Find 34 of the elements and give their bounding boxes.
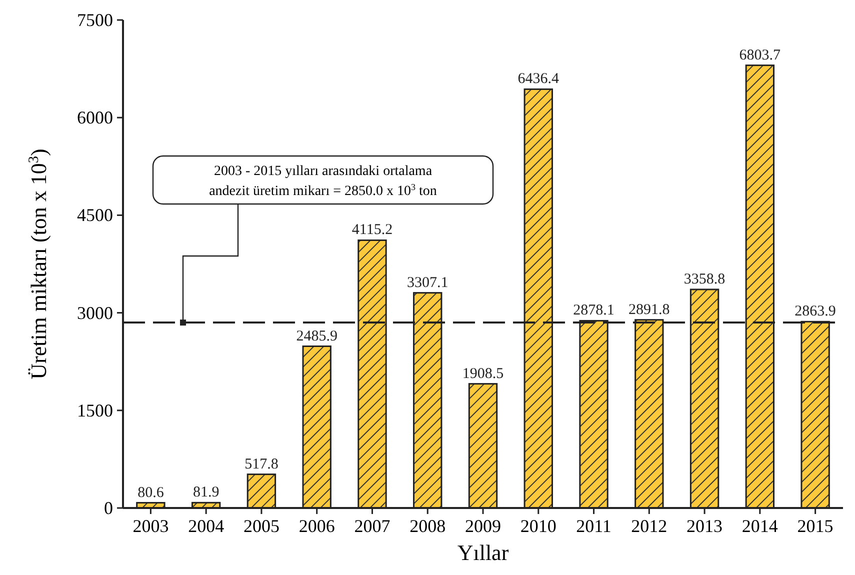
- data-label: 1908.5: [462, 366, 504, 382]
- y-tick-label: 6000: [77, 108, 113, 128]
- x-tick-label: 2009: [465, 516, 501, 536]
- x-tick-label: 2015: [797, 516, 834, 536]
- data-label: 2485.9: [296, 328, 338, 344]
- data-label: 6803.7: [739, 47, 782, 64]
- x-tick-label: 2013: [686, 516, 723, 536]
- data-label: 517.8: [244, 456, 278, 472]
- x-tick-label: 2010: [520, 516, 556, 536]
- data-label: 2863.9: [794, 304, 836, 320]
- data-label: 2891.8: [628, 302, 670, 318]
- y-tick-label: 0: [104, 498, 113, 518]
- y-tick-label: 7500: [77, 10, 113, 30]
- x-axis-title: Yıllar: [457, 540, 510, 565]
- data-label: 2878.1: [573, 302, 614, 319]
- x-tick-label: 2007: [354, 516, 390, 536]
- data-label: 81.9: [192, 484, 220, 501]
- data-label: 3358.8: [684, 271, 726, 288]
- x-tick-label: 2014: [742, 516, 778, 536]
- x-tick-label: 2003: [132, 516, 169, 536]
- y-tick-label: 1500: [77, 400, 113, 420]
- x-tick-label: 2008: [410, 516, 446, 536]
- x-tick-label: 2005: [243, 516, 280, 536]
- data-label: 4115.2: [352, 222, 393, 238]
- x-tick-label: 2012: [631, 516, 668, 536]
- data-label: 80.6: [138, 484, 164, 501]
- y-tick-label: 4500: [77, 205, 113, 226]
- ref-line-label: 2003 - 2015 yılları arasındaki ortalama andezit üretim mikarı = 2850.0 x 10$^{3}$ ton: [209, 164, 437, 199]
- y-tick-label: 3000: [77, 302, 113, 323]
- x-tick-label: 2011: [576, 516, 612, 536]
- data-label: 3307.1: [406, 274, 448, 291]
- data-label: 6436.4: [518, 71, 560, 88]
- x-tick-label: 2004: [188, 516, 224, 536]
- x-tick-label: 2006: [298, 516, 335, 536]
